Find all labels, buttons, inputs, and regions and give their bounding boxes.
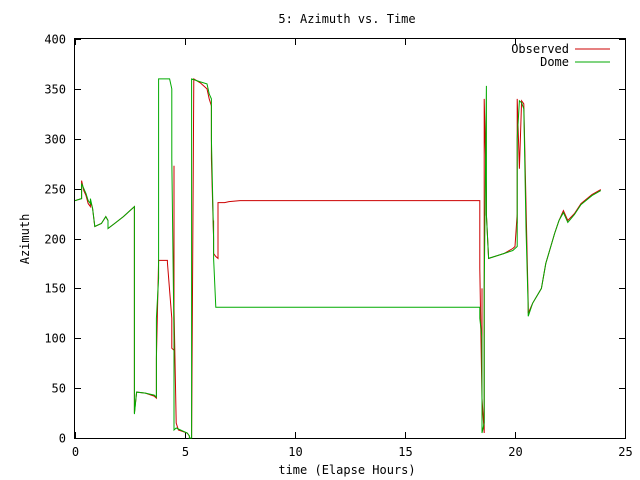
- y-tick-label: 0: [59, 432, 66, 446]
- series-line-observed: [74, 78, 602, 439]
- y-tick-label: 100: [44, 332, 66, 346]
- plot-frame: [74, 38, 626, 439]
- series-group: [74, 78, 602, 439]
- y-tick-label: 250: [44, 183, 66, 197]
- x-tick-label: 20: [508, 445, 522, 459]
- y-tick-label: 150: [44, 282, 66, 296]
- x-tick-label: 25: [618, 445, 632, 459]
- x-tick-label: 0: [72, 445, 79, 459]
- y-axis-label: Azimuth: [18, 214, 32, 265]
- legend-label-dome: Dome: [540, 55, 569, 69]
- legend-label-observed: Observed: [511, 42, 569, 56]
- y-tick-label: 50: [52, 382, 66, 396]
- y-tick-label: 400: [44, 33, 66, 47]
- x-tick-label: 10: [288, 445, 302, 459]
- axis-ticks: 0 50 100 150 200 250 300 350 400 0 5 10 15 20 25: [44, 33, 632, 460]
- x-tick-label: 15: [398, 445, 412, 459]
- x-tick-label: 5: [182, 445, 189, 459]
- y-tick-label: 300: [44, 133, 66, 147]
- y-tick-label: 350: [44, 83, 66, 97]
- chart-title: 5: Azimuth vs. Time: [278, 12, 415, 26]
- x-axis-label: time (Elapse Hours): [278, 463, 415, 477]
- series-line-dome: [74, 78, 602, 439]
- y-tick-label: 200: [44, 233, 66, 247]
